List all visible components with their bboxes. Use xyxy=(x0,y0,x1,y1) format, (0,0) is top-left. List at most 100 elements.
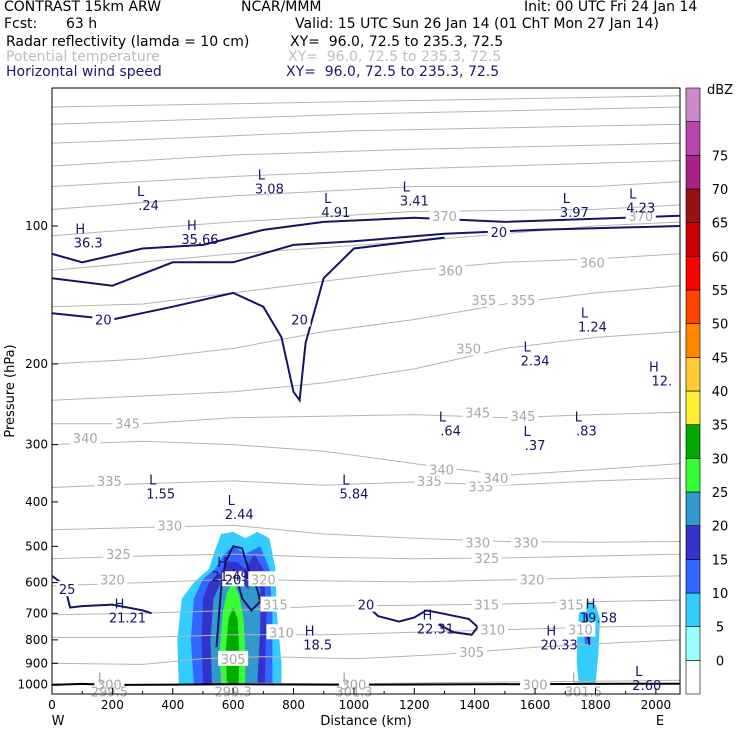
theta-contour-label: 315 xyxy=(474,599,499,614)
field-xy-theta: XY= 96.0, 72.5 to 235.3, 72.5 xyxy=(288,49,502,65)
extremum-H-marker: H xyxy=(115,597,125,612)
theta-label-bg xyxy=(471,549,502,565)
theta-contour-label: 335 xyxy=(97,475,122,490)
colorbar-tick-label: 65 xyxy=(712,217,729,232)
theta-contour-385 xyxy=(52,142,680,167)
theta-contour-350 xyxy=(52,331,680,401)
extremum-L-marker: L xyxy=(575,411,583,426)
wind-contour-label: 20 xyxy=(225,573,242,588)
theta-contour-label: 340 xyxy=(483,472,508,487)
theta-contour-400 xyxy=(52,95,680,108)
theta-contour-label: 305 xyxy=(459,646,484,661)
wind-label-bg xyxy=(222,571,245,587)
y-tick-label: 1000 xyxy=(17,677,48,691)
theta-label-bg xyxy=(94,472,125,488)
extremum-value: 22.31 xyxy=(417,623,454,638)
theta-contour-370 xyxy=(52,204,680,237)
extremum-value: 18.5 xyxy=(303,638,332,653)
extremum-value: 19.58 xyxy=(580,611,617,626)
extremum-L-marker: L xyxy=(98,671,106,686)
plot-frame xyxy=(51,87,681,695)
colorbar-tick-label: 0 xyxy=(716,654,724,669)
extremum-value: 1.24 xyxy=(578,321,607,336)
theta-contour-320 xyxy=(52,575,680,587)
theta-contour-305 xyxy=(52,639,680,665)
theta-label-bg xyxy=(471,596,502,612)
y-tick-label: 800 xyxy=(25,633,48,647)
theta-contour-label: 300 xyxy=(342,678,367,693)
theta-contour-label: 330 xyxy=(157,519,182,534)
extremum-L-marker: L xyxy=(324,192,332,207)
theta-label-bg xyxy=(260,596,291,612)
extremum-value: 3.08 xyxy=(255,183,284,198)
extremum-value: 2.44 xyxy=(225,508,254,523)
theta-label-bg xyxy=(625,207,656,223)
colorbar-swatch xyxy=(685,289,701,324)
wind-contour-label: 20 xyxy=(291,314,308,329)
colorbar-unit: dBZ xyxy=(707,83,733,98)
y-tick-label: 600 xyxy=(25,576,48,590)
colorbar-swatch xyxy=(685,525,701,560)
colorbar-tick-label: 25 xyxy=(712,486,729,501)
x-tick-label: 1800 xyxy=(580,698,611,712)
x-tick-label: 1200 xyxy=(399,698,430,712)
theta-contour-395 xyxy=(52,106,680,125)
valid-time: Valid: 15 UTC Sun 26 Jan 14 (01 ChT Mon … xyxy=(295,16,659,32)
field-name-reflectivity: Radar reflectivity (lamda = 10 cm) xyxy=(6,34,250,50)
colorbar-tick-label: 15 xyxy=(712,553,729,568)
extremum-L-marker: L xyxy=(342,473,350,488)
y-tick-label: 300 xyxy=(25,438,48,452)
colorbar-swatch xyxy=(685,660,701,695)
theta-label-bg xyxy=(517,571,548,587)
x-tick-label: 200 xyxy=(101,698,124,712)
extremum-value: 299.5 xyxy=(91,685,128,700)
extremum-value: 20.33 xyxy=(541,638,578,653)
extremum-value: .37 xyxy=(525,439,546,454)
theta-contour-label: 345 xyxy=(115,418,140,433)
theta-label-bg xyxy=(266,624,297,640)
theta-label-bg xyxy=(556,596,587,612)
colorbar-swatch xyxy=(685,626,701,661)
theta-label-bg xyxy=(426,461,457,477)
wind-label-bg xyxy=(56,581,79,597)
theta-contour-label: 320 xyxy=(251,573,276,588)
x-tick-label: 600 xyxy=(222,698,245,712)
colorbar-swatch xyxy=(685,559,701,594)
wind-contour-label: 20 xyxy=(491,226,508,241)
x-tick-label: 0 xyxy=(48,698,56,712)
colorbar-swatch xyxy=(685,592,701,627)
extremum-value: 5.84 xyxy=(339,487,368,502)
theta-label-bg xyxy=(435,262,466,278)
theta-label-bg xyxy=(453,340,484,356)
extremum-value: 4.23 xyxy=(626,202,655,217)
extremum-L-marker: L xyxy=(523,425,531,440)
org-label: NCAR/MMM xyxy=(241,0,322,15)
extremum-value: .64 xyxy=(440,425,461,440)
theta-contour-label: 315 xyxy=(559,599,584,614)
extremum-L-marker: L xyxy=(523,341,531,356)
colorbar-tick-label: 10 xyxy=(712,587,729,602)
colorbar-swatch xyxy=(685,458,701,493)
extremum-H-marker: H xyxy=(586,597,596,612)
theta-contour-label: 360 xyxy=(580,256,605,271)
west-label: W xyxy=(52,714,65,729)
extremum-H-marker: H xyxy=(75,223,85,238)
y-tick-label: 100 xyxy=(25,219,48,233)
extremum-value: 12. xyxy=(652,375,673,390)
colorbar-tick-label: 5 xyxy=(716,621,724,636)
extremum-value: 2.34 xyxy=(521,355,550,370)
extremum-L-marker: L xyxy=(629,188,637,203)
extremum-value: 21.49 xyxy=(212,570,249,585)
colorbar-tick-label: 40 xyxy=(712,385,729,400)
wind-label-bg xyxy=(487,223,510,239)
forecast-hour: 63 h xyxy=(66,16,98,32)
wind-contour-5 xyxy=(368,606,480,636)
wind-contour-1 xyxy=(52,236,445,403)
theta-contour-label: 360 xyxy=(438,264,463,279)
wind-label-bg xyxy=(355,596,377,612)
theta-contour-label: 325 xyxy=(106,548,131,563)
theta-label-bg xyxy=(511,534,542,550)
colorbar-tick-label: 50 xyxy=(712,318,729,333)
extremum-L-marker: L xyxy=(439,411,447,426)
